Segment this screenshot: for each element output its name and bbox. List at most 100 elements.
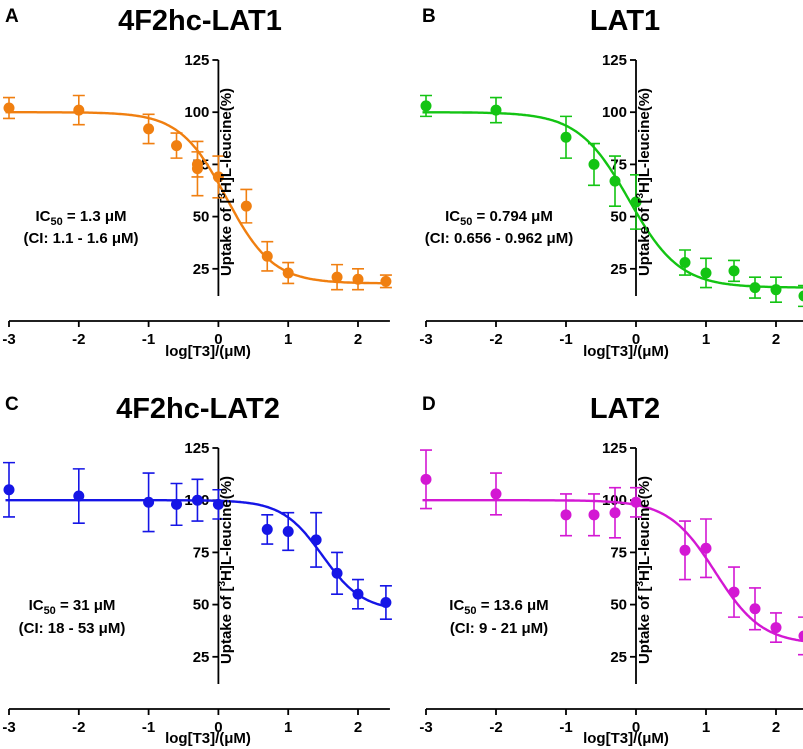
y-axis-title-sup: 3 <box>217 193 228 199</box>
ic50-symbol: IC <box>445 208 460 225</box>
x-tick-label: 2 <box>772 331 780 348</box>
data-point <box>212 171 224 183</box>
panel-title: LAT1 <box>590 5 660 37</box>
x-tick-label: 2 <box>772 719 780 736</box>
y-tick-label: 125 <box>602 440 627 457</box>
x-tick-label: 1 <box>702 719 710 736</box>
data-point <box>352 588 364 600</box>
panel-title: 4F2hc-LAT2 <box>116 393 280 425</box>
x-axis-title: log[T3]/(μM) <box>165 730 251 747</box>
data-point <box>420 473 432 485</box>
x-tick-label: 1 <box>284 331 292 348</box>
data-point <box>282 526 294 538</box>
panel-title: 4F2hc-LAT1 <box>118 5 282 37</box>
ci-label: (CI: 9 - 21 μM) <box>450 620 548 637</box>
error-bar <box>798 616 803 656</box>
data-point <box>191 494 203 506</box>
data-point <box>261 523 273 535</box>
data-point <box>770 284 782 296</box>
data-point <box>490 104 502 116</box>
y-tick-label: 125 <box>602 52 627 69</box>
data-point <box>240 200 252 212</box>
x-tick-label: -3 <box>419 331 432 348</box>
y-axis-title: Uptake of [3H]L-leucine(%) <box>217 476 235 664</box>
ci-label: (CI: 18 - 53 μM) <box>19 620 126 637</box>
data-point <box>261 250 273 262</box>
data-point <box>609 175 621 187</box>
x-tick-label: -1 <box>142 331 155 348</box>
y-tick-label: 100 <box>602 104 627 121</box>
x-tick-label: -2 <box>72 719 85 736</box>
data-point <box>728 265 740 277</box>
data-point <box>609 507 621 519</box>
x-axis-title: log[T3]/(μM) <box>583 343 669 360</box>
data-point <box>560 131 572 143</box>
data-point <box>490 488 502 500</box>
data-point <box>679 544 691 556</box>
x-tick-label: 1 <box>284 719 292 736</box>
data-point <box>630 496 642 508</box>
data-point <box>679 257 691 269</box>
data-point <box>770 622 782 634</box>
ci-label: (CI: 0.656 - 0.962 μM) <box>425 230 573 247</box>
y-axis-title: Uptake of [3H]L-leucine(%) <box>217 88 235 276</box>
x-tick-label: -1 <box>559 719 572 736</box>
data-point <box>282 267 294 279</box>
y-axis-title-post: H]L-leucine(%) <box>636 88 653 193</box>
ic50-subscript: 50 <box>44 605 56 617</box>
x-axis-title: log[T3]/(μM) <box>165 343 251 360</box>
ic50-label: IC50 = 13.6 μM <box>449 597 548 617</box>
fit-curve <box>422 111 803 289</box>
x-tick-label: -2 <box>72 331 85 348</box>
y-tick-label: 50 <box>193 209 210 226</box>
panel-letter: B <box>422 6 436 27</box>
data-point <box>798 290 803 302</box>
data-point <box>630 196 642 208</box>
data-point <box>73 104 85 116</box>
ic50-symbol: IC <box>449 597 464 614</box>
data-point <box>700 267 712 279</box>
y-tick-label: 25 <box>610 261 627 278</box>
y-tick-label: 75 <box>193 544 210 561</box>
data-point <box>352 273 364 285</box>
ic50-subscript: 50 <box>50 216 62 228</box>
data-point <box>331 271 343 283</box>
y-axis-title-pre: Uptake of [ <box>218 587 235 665</box>
fit-curve <box>5 111 387 285</box>
ic50-label: IC50 = 1.3 μM <box>35 208 126 228</box>
data-point <box>3 102 15 114</box>
x-tick-label: 2 <box>354 719 362 736</box>
y-axis-title-pre: Uptake of [ <box>636 587 653 665</box>
data-point <box>700 542 712 554</box>
y-tick-label: 125 <box>184 440 209 457</box>
y-tick-label: 50 <box>610 597 627 614</box>
x-tick-label: -2 <box>489 331 502 348</box>
ic50-symbol: IC <box>29 597 44 614</box>
ic50-value: = 0.794 μM <box>472 208 552 225</box>
data-point <box>588 509 600 521</box>
panel-title: LAT2 <box>590 393 660 425</box>
y-tick-label: 50 <box>610 209 627 226</box>
y-tick-label: 125 <box>184 52 209 69</box>
data-point <box>588 158 600 170</box>
y-axis-title: Uptake of [3H]L-leucine(%) <box>635 88 653 276</box>
ci-label: (CI: 1.1 - 1.6 μM) <box>23 230 138 247</box>
y-axis-title-sup: 3 <box>635 581 646 587</box>
x-tick-label: 1 <box>702 331 710 348</box>
data-point <box>331 567 343 579</box>
y-axis-title-sup: 3 <box>217 581 228 587</box>
x-axis-title: log[T3]/(μM) <box>583 730 669 747</box>
x-tick-label: -3 <box>2 331 15 348</box>
x-tick-label: -3 <box>2 719 15 736</box>
ic50-subscript: 50 <box>460 216 472 228</box>
data-point <box>749 603 761 615</box>
x-tick-label: 0 <box>214 719 222 736</box>
ic50-symbol: IC <box>35 208 50 225</box>
ic50-label: IC50 = 31 μM <box>29 597 116 617</box>
fit-curve <box>422 499 803 643</box>
